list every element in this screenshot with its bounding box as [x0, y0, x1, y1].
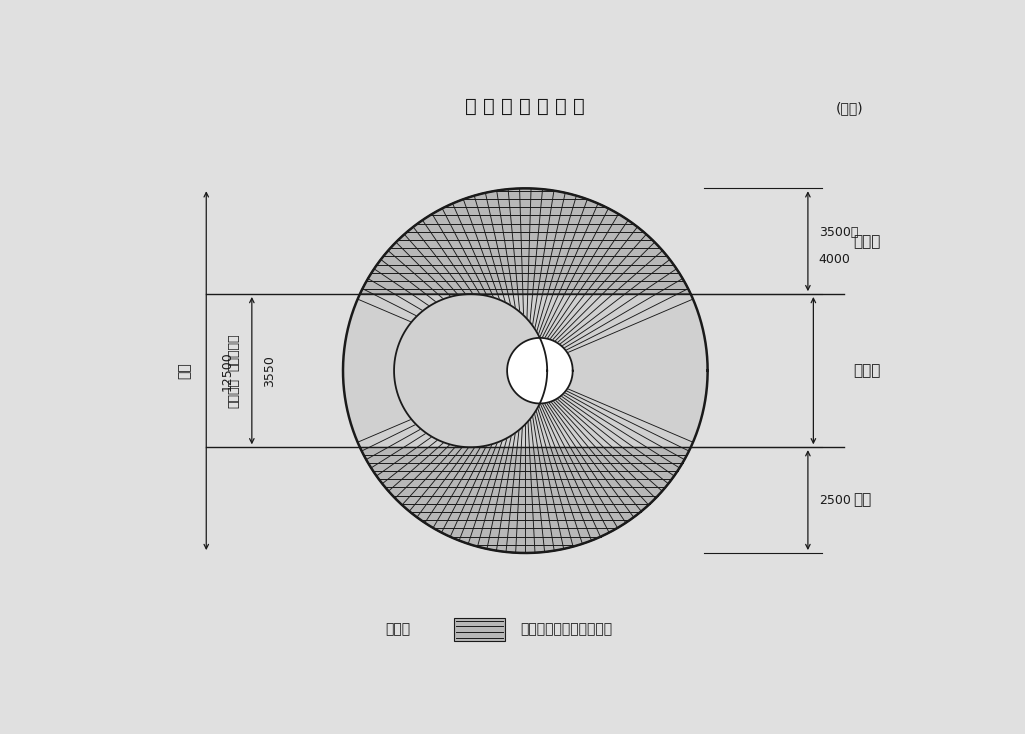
- Text: (ｍｍ): (ｍｍ): [836, 101, 864, 115]
- Text: パイロット: パイロット: [228, 334, 240, 371]
- Text: 2500: 2500: [819, 493, 851, 506]
- Polygon shape: [343, 189, 707, 553]
- Text: （注）: （注）: [385, 622, 410, 636]
- Text: 4000: 4000: [819, 253, 851, 266]
- Bar: [454, 618, 505, 642]
- Polygon shape: [360, 447, 691, 553]
- Text: 砂砂: 砂砂: [854, 493, 871, 508]
- Text: ト ン ネ ル 断 面 図: ト ン ネ ル 断 面 図: [465, 97, 585, 116]
- Text: 3500～: 3500～: [819, 225, 858, 239]
- Text: 砂質土: 砂質土: [854, 233, 880, 249]
- Text: 本嵑: 本嵑: [177, 363, 192, 379]
- Text: 粘性土: 粘性土: [854, 363, 880, 378]
- Text: 部分は、薬液注入箇所｀: 部分は、薬液注入箇所｀: [520, 622, 612, 636]
- Polygon shape: [507, 338, 573, 404]
- Text: 12500: 12500: [220, 351, 234, 390]
- Polygon shape: [394, 294, 547, 447]
- Polygon shape: [360, 189, 691, 294]
- Text: トンネル: トンネル: [228, 377, 240, 407]
- Text: 3550: 3550: [262, 355, 276, 387]
